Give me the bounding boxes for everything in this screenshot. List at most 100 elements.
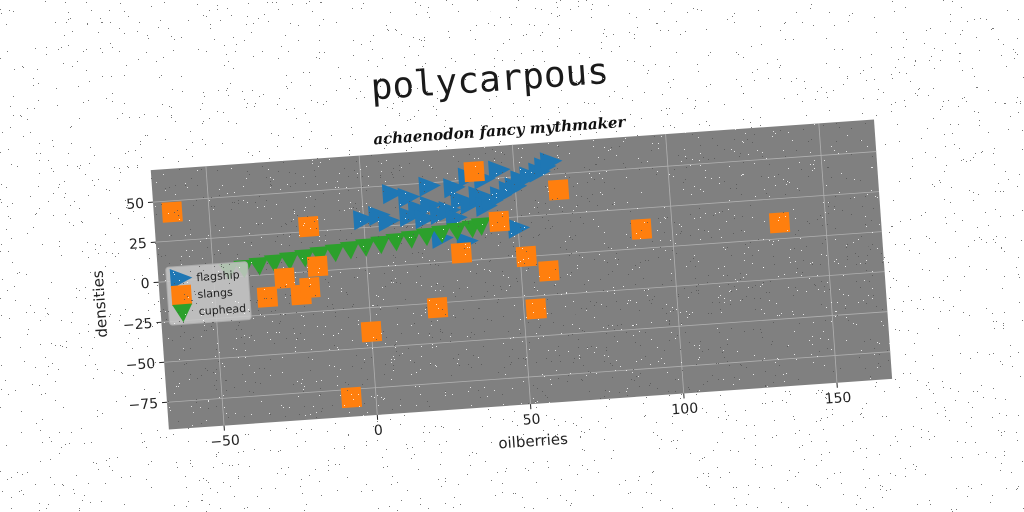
noise-speck [587,182,588,183]
noise-speck [1017,440,1018,441]
noise-speck [932,11,933,12]
noise-speck [27,108,28,109]
noise-speck [871,167,872,168]
noise-speck [43,346,44,347]
noise-speck [84,443,85,444]
noise-speck [927,261,928,262]
noise-speck [761,176,762,177]
noise-speck [647,222,648,223]
noise-speck [349,454,350,455]
noise-speck [758,503,759,504]
noise-speck [285,474,286,475]
noise-speck [754,80,755,81]
noise-speck [917,95,918,96]
noise-speck [301,383,302,384]
noise-speck [934,48,935,49]
noise-speck [439,206,440,207]
noise-speck [192,300,193,301]
noise-speck [211,326,212,327]
noise-speck [122,213,123,214]
noise-speck [762,360,763,361]
noise-speck [1016,267,1017,268]
noise-speck [21,116,22,117]
noise-speck [581,417,582,418]
noise-speck [890,473,891,474]
noise-speck [529,342,530,343]
noise-speck [230,102,231,103]
noise-speck [272,2,273,3]
noise-speck [733,233,734,234]
noise-speck [279,332,280,333]
noise-speck [349,150,350,151]
noise-speck [212,121,213,122]
noise-speck [959,347,960,348]
noise-speck [329,286,330,287]
noise-speck [83,401,84,402]
noise-speck [439,66,440,67]
noise-speck [753,374,754,375]
noise-speck [406,444,407,445]
noise-speck [736,289,737,290]
noise-speck [877,367,878,368]
noise-speck [917,308,918,309]
noise-speck [138,338,139,339]
noise-speck [243,451,244,452]
noise-speck [197,487,198,488]
noise-speck [246,178,247,179]
noise-speck [54,484,55,485]
noise-speck [198,49,199,50]
noise-speck [66,28,67,29]
noise-speck [24,341,25,342]
noise-speck [551,384,552,385]
noise-speck [858,302,859,303]
noise-speck [178,215,179,216]
noise-speck [576,206,577,207]
noise-speck [420,498,421,499]
noise-speck [612,365,613,366]
noise-speck [696,286,697,287]
noise-speck [146,447,147,448]
noise-speck [594,352,595,353]
noise-speck [981,107,982,108]
noise-speck [352,458,353,459]
noise-speck [130,388,131,389]
noise-speck [644,290,645,291]
noise-speck [657,347,658,348]
noise-speck [321,461,322,462]
noise-speck [144,389,145,390]
noise-speck [39,276,40,277]
noise-speck [746,504,747,505]
noise-speck [227,193,228,194]
noise-speck [729,166,730,167]
noise-speck [141,157,142,158]
noise-speck [470,337,471,338]
noise-speck [369,273,370,274]
noise-speck [651,322,652,323]
noise-speck [105,483,106,484]
noise-speck [497,210,498,211]
y-tick-label: −25 [122,316,153,334]
noise-speck [423,46,424,47]
noise-speck [896,90,897,91]
noise-speck [111,111,112,112]
noise-speck [968,389,969,390]
noise-speck [23,67,24,68]
noise-speck [1005,171,1006,172]
flagship-point [507,218,531,239]
noise-speck [486,0,487,1]
noise-speck [34,108,35,109]
noise-speck [404,483,405,484]
noise-speck [202,500,203,501]
noise-speck [860,57,861,58]
noise-speck [205,368,206,369]
noise-speck [232,122,233,123]
noise-speck [744,231,745,232]
noise-speck [76,186,77,187]
noise-speck [458,203,459,204]
noise-speck [843,294,844,295]
noise-speck [309,475,310,476]
noise-speck [300,333,301,334]
noise-speck [476,25,477,26]
noise-speck [312,163,313,164]
noise-speck [156,214,157,215]
